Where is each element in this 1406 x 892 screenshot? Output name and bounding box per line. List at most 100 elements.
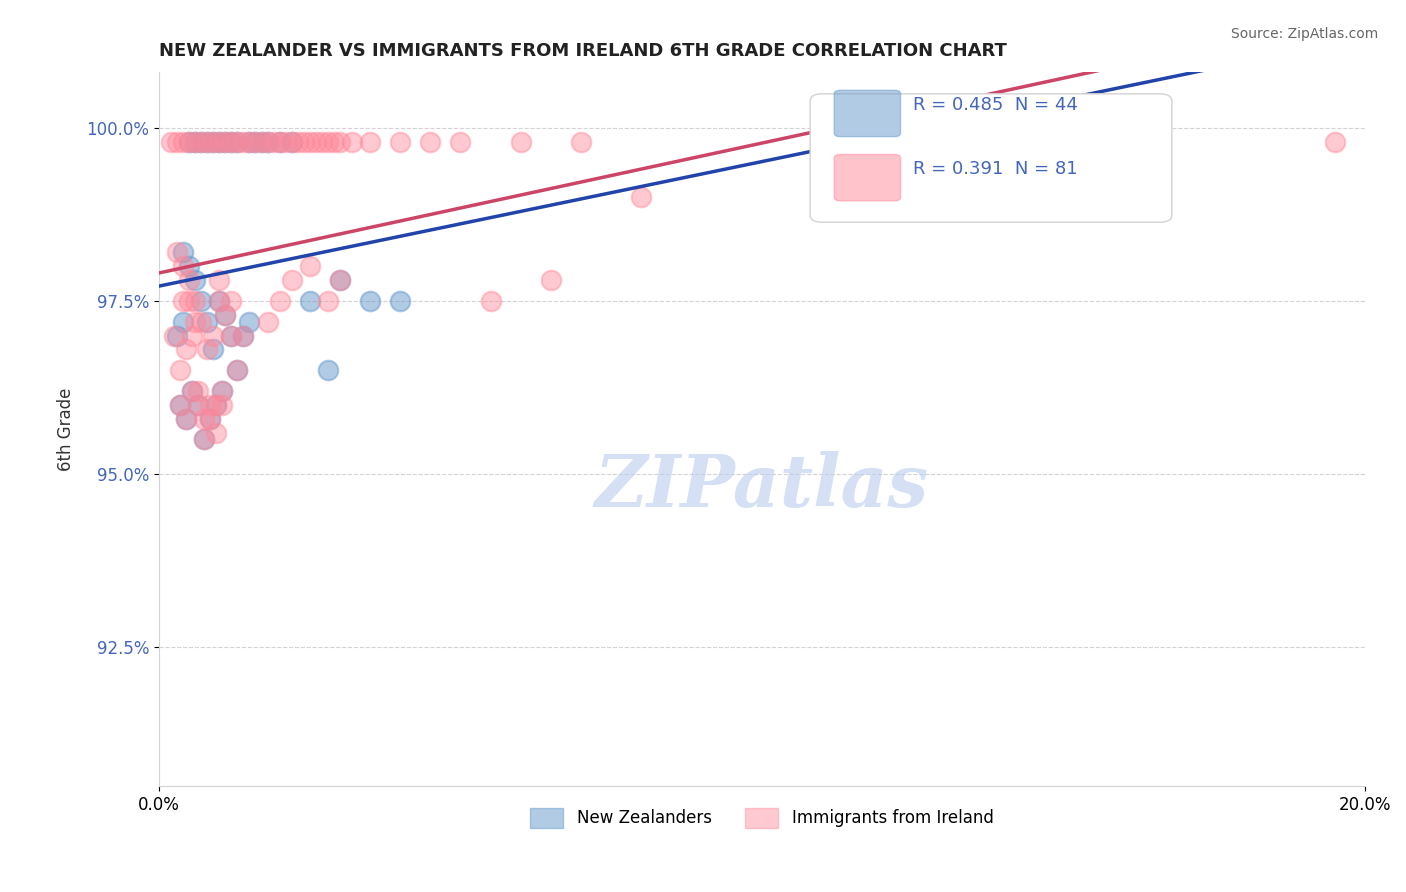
Text: Source: ZipAtlas.com: Source: ZipAtlas.com xyxy=(1230,27,1378,41)
Point xyxy=(179,273,201,287)
Point xyxy=(195,135,218,149)
Point xyxy=(316,293,339,308)
Point xyxy=(193,433,215,447)
Point xyxy=(202,135,225,149)
Point xyxy=(190,293,212,308)
Point xyxy=(263,135,285,149)
Text: R = 0.485  N = 44: R = 0.485 N = 44 xyxy=(912,95,1077,113)
Point xyxy=(187,398,209,412)
Point xyxy=(214,135,236,149)
Point xyxy=(226,135,249,149)
Point xyxy=(329,273,352,287)
Point xyxy=(179,135,201,149)
Point xyxy=(841,135,863,149)
Text: NEW ZEALANDER VS IMMIGRANTS FROM IRELAND 6TH GRADE CORRELATION CHART: NEW ZEALANDER VS IMMIGRANTS FROM IRELAND… xyxy=(159,42,1007,60)
Point xyxy=(184,293,207,308)
Point xyxy=(195,343,218,357)
Point xyxy=(238,135,260,149)
Point xyxy=(221,293,243,308)
Point xyxy=(166,328,188,343)
Point xyxy=(256,135,278,149)
Point xyxy=(280,135,302,149)
Point xyxy=(208,293,231,308)
Point xyxy=(359,293,381,308)
Point xyxy=(1323,135,1346,149)
Point xyxy=(200,398,222,412)
Point xyxy=(226,363,249,377)
Point xyxy=(172,245,194,260)
Point xyxy=(329,135,352,149)
Point xyxy=(195,315,218,329)
Point xyxy=(322,135,344,149)
FancyBboxPatch shape xyxy=(810,94,1171,222)
Point xyxy=(174,343,197,357)
Point xyxy=(208,135,231,149)
Point xyxy=(359,135,381,149)
Point xyxy=(329,273,352,287)
Point xyxy=(569,135,592,149)
Point xyxy=(305,135,328,149)
Point xyxy=(226,135,249,149)
Point xyxy=(205,398,228,412)
Point xyxy=(202,135,225,149)
Point xyxy=(419,135,441,149)
Point xyxy=(221,328,243,343)
Point xyxy=(163,328,186,343)
Point xyxy=(179,293,201,308)
Point xyxy=(195,135,218,149)
Point xyxy=(202,343,225,357)
Point xyxy=(630,190,652,204)
Point xyxy=(232,328,254,343)
Point xyxy=(193,411,215,425)
Point xyxy=(202,328,225,343)
Point xyxy=(298,260,321,274)
Point xyxy=(298,293,321,308)
Point xyxy=(269,135,291,149)
Point xyxy=(449,135,471,149)
Point xyxy=(174,411,197,425)
Point xyxy=(245,135,267,149)
Text: R = 0.391  N = 81: R = 0.391 N = 81 xyxy=(912,160,1077,178)
Point xyxy=(226,363,249,377)
Point xyxy=(205,398,228,412)
Point xyxy=(238,315,260,329)
Point xyxy=(169,398,191,412)
Point xyxy=(256,315,278,329)
Point xyxy=(187,384,209,398)
Point xyxy=(181,328,204,343)
Point xyxy=(184,135,207,149)
Point xyxy=(172,293,194,308)
Point xyxy=(205,425,228,440)
Point xyxy=(166,135,188,149)
Point xyxy=(250,135,273,149)
Point xyxy=(232,135,254,149)
Point xyxy=(190,315,212,329)
Point xyxy=(250,135,273,149)
Point xyxy=(256,135,278,149)
Point xyxy=(316,135,339,149)
Point xyxy=(316,363,339,377)
Point xyxy=(187,398,209,412)
Point xyxy=(200,411,222,425)
Point xyxy=(193,433,215,447)
Point xyxy=(190,135,212,149)
Point xyxy=(211,384,233,398)
Point xyxy=(245,135,267,149)
Point xyxy=(221,135,243,149)
Point xyxy=(872,135,894,149)
Point xyxy=(184,315,207,329)
Point xyxy=(208,273,231,287)
Point xyxy=(172,315,194,329)
Point xyxy=(221,135,243,149)
Point xyxy=(509,135,531,149)
Point xyxy=(298,135,321,149)
Point xyxy=(172,260,194,274)
Text: ZIPatlas: ZIPatlas xyxy=(595,450,929,522)
Point xyxy=(292,135,315,149)
Point xyxy=(841,135,863,149)
Point xyxy=(179,135,201,149)
Point xyxy=(184,273,207,287)
Point xyxy=(340,135,363,149)
Point xyxy=(181,384,204,398)
Point xyxy=(280,135,302,149)
